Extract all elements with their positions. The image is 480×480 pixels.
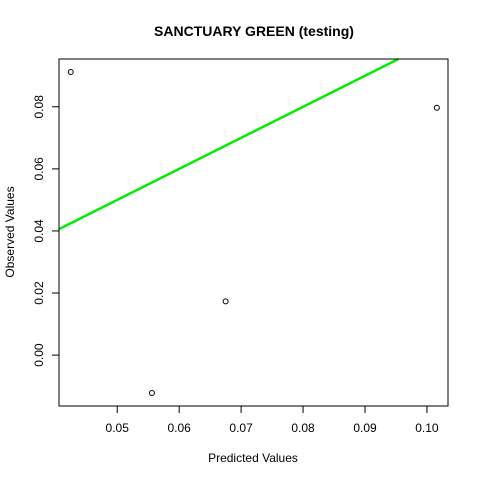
data-point: [433, 104, 440, 111]
x-axis-label: Predicted Values: [208, 451, 298, 465]
plot-frame: [58, 58, 449, 407]
data-point: [67, 69, 74, 76]
data-point: [222, 298, 229, 305]
y-tick-label: 0.06: [32, 157, 46, 181]
x-tick-label: 0.07: [229, 421, 253, 435]
y-tick-label: 0.04: [32, 219, 46, 243]
x-tick-label: 0.10: [415, 421, 439, 435]
y-axis-label: Observed Values: [3, 186, 17, 277]
y-tick-label: 0.00: [32, 343, 46, 367]
y-tick-label: 0.08: [32, 95, 46, 119]
x-tick-label: 0.09: [353, 421, 377, 435]
x-tick-label: 0.08: [291, 421, 315, 435]
reference-line-layer: [58, 57, 400, 231]
reference-line: [58, 57, 400, 231]
data-point: [148, 389, 155, 396]
x-tick-label: 0.05: [106, 421, 130, 435]
x-tick-label: 0.06: [167, 421, 191, 435]
y-tick-label: 0.02: [32, 281, 46, 305]
y-axis: 0.00 0.02 0.04 0.06 0.08: [32, 95, 60, 367]
points-layer: [67, 69, 440, 396]
x-axis: 0.05 0.06 0.07 0.08 0.09 0.10: [106, 405, 439, 435]
chart-title: SANCTUARY GREEN (testing): [154, 23, 354, 39]
